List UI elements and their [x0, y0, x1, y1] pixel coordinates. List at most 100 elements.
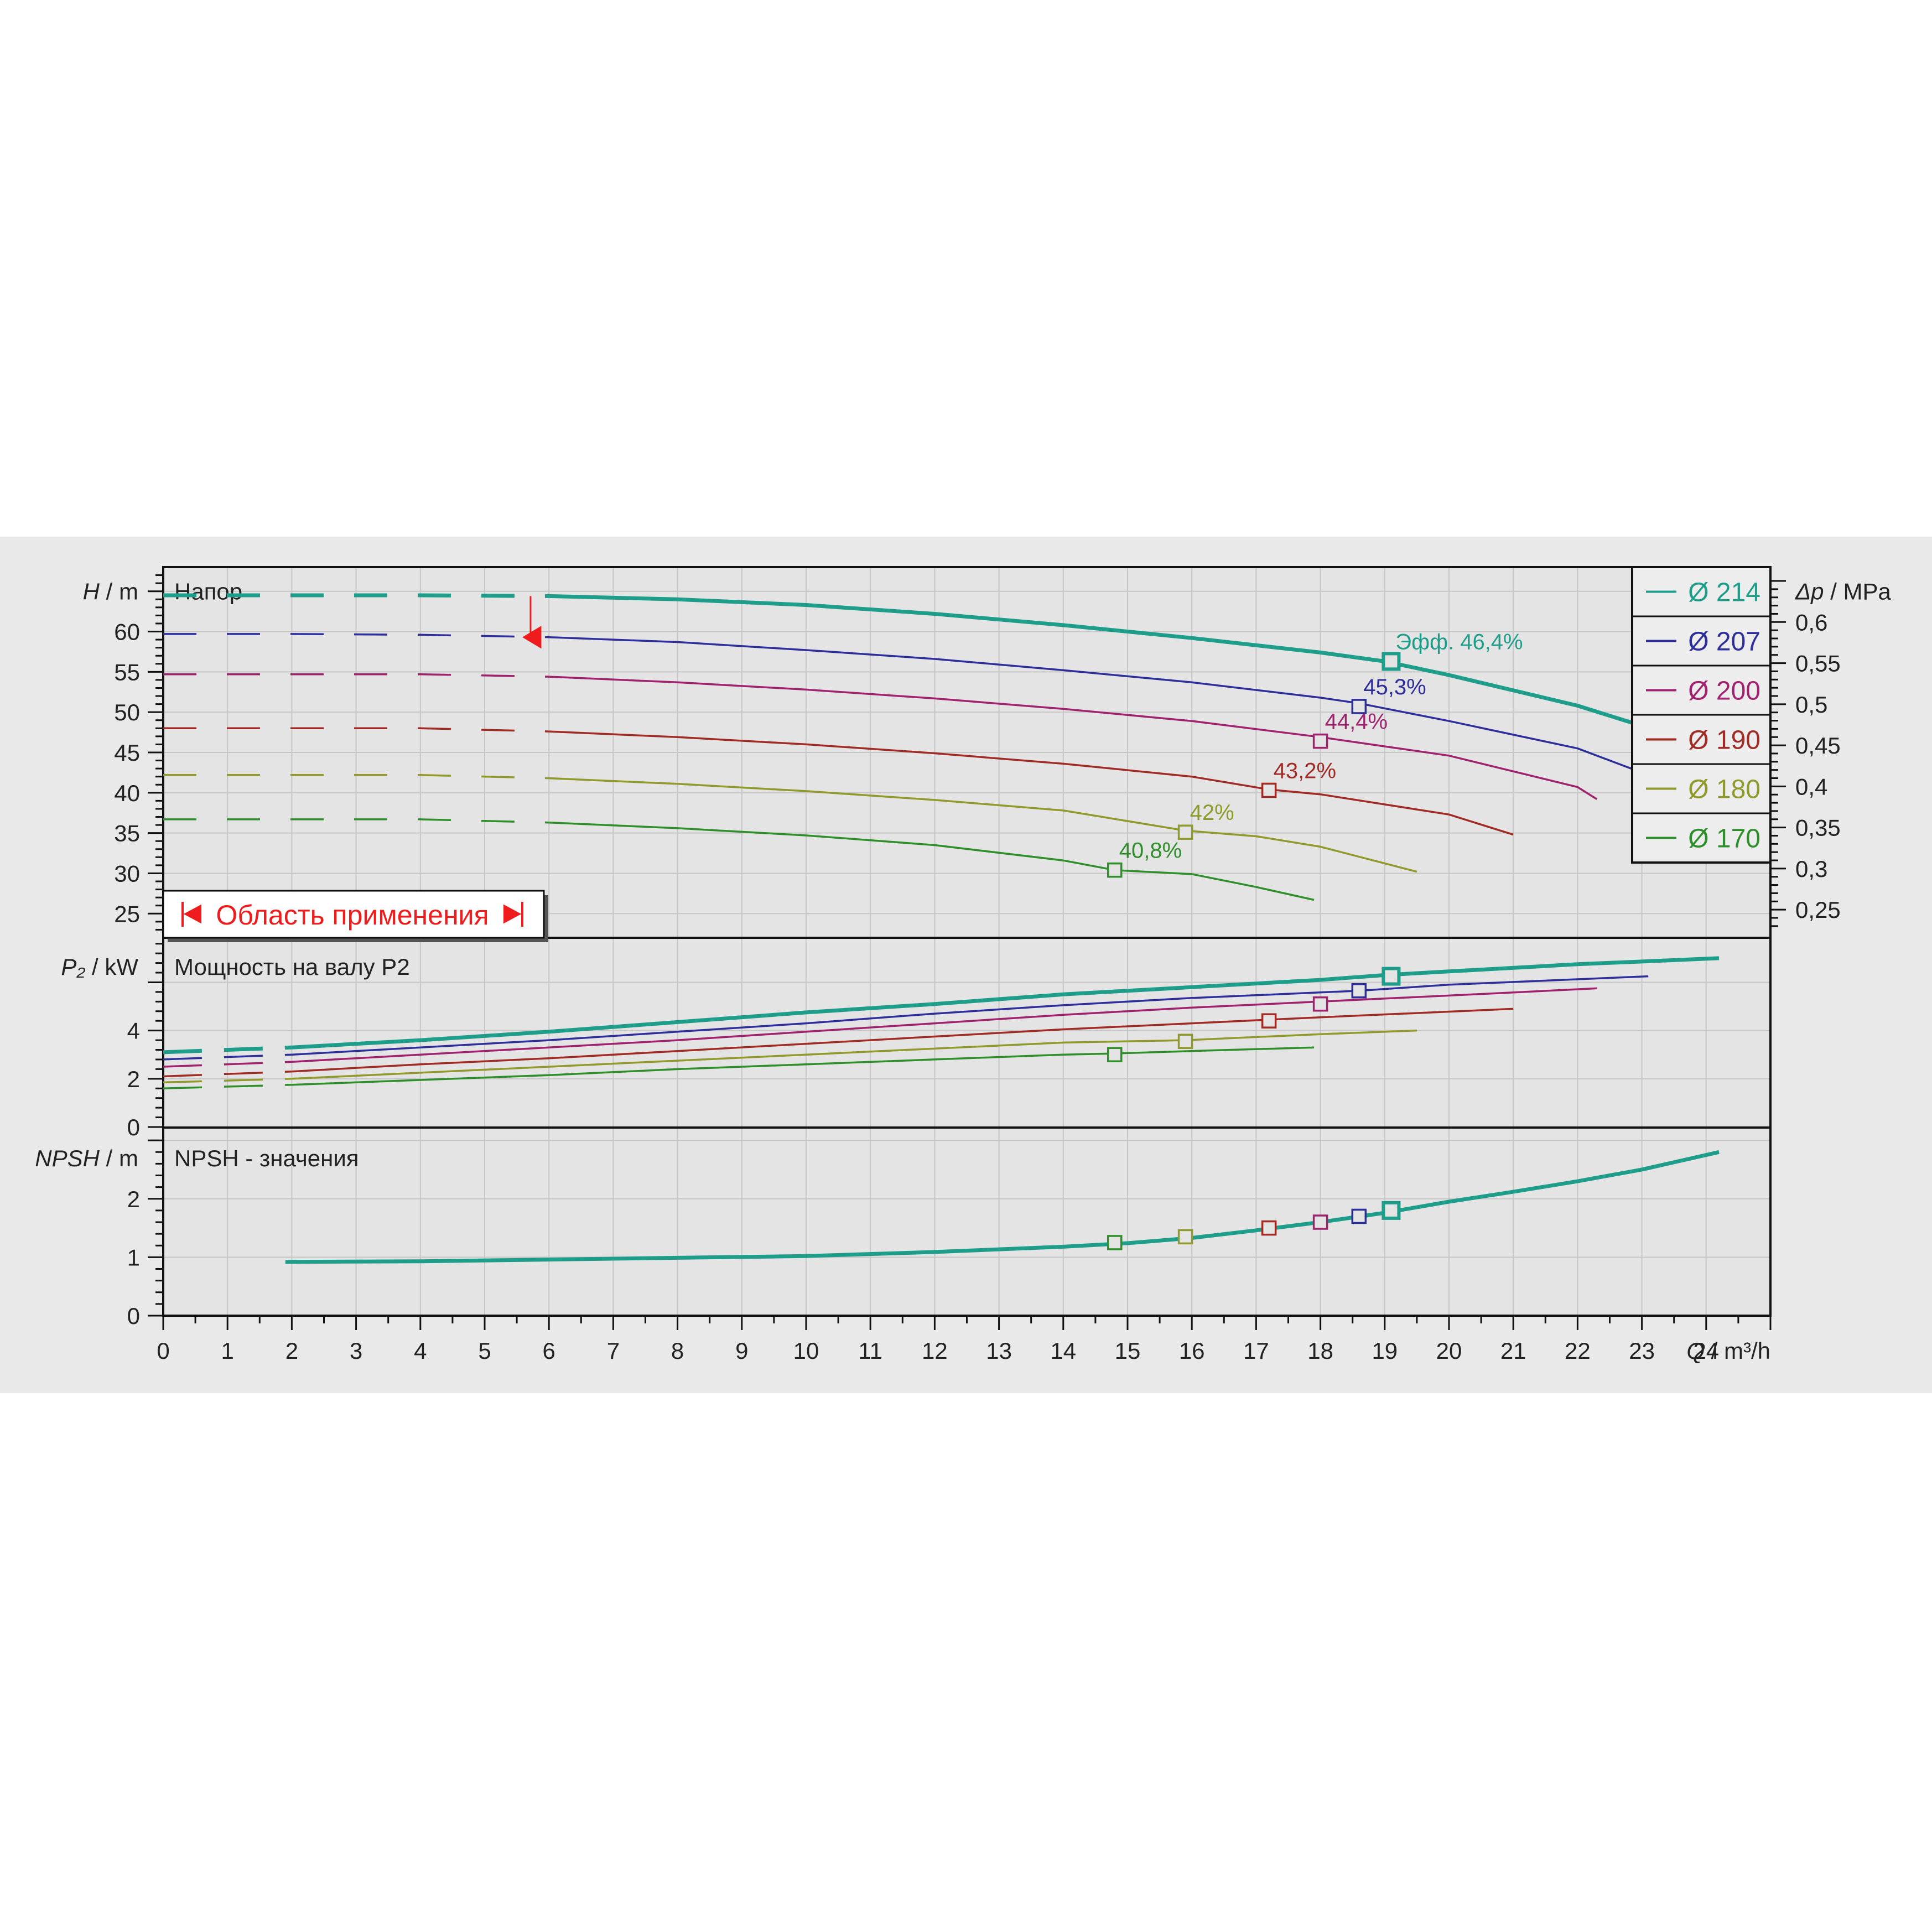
efficiency-label: 40,8%	[1119, 839, 1182, 863]
pressure-tick-label: 0,4	[1795, 773, 1827, 799]
power-curve	[292, 975, 1649, 1056]
head-panel-title: Напор	[174, 579, 242, 605]
pressure-tick-label: 0,35	[1795, 815, 1841, 841]
x-tick-label: 1	[221, 1338, 234, 1364]
efficiency-label: 44,4%	[1325, 710, 1388, 734]
head-curve-dashed	[163, 727, 549, 733]
x-axis-ticks	[162, 1316, 1772, 1330]
legend-label: Ø 180	[1688, 775, 1760, 804]
pressure-tick-label: 0,45	[1795, 733, 1841, 759]
x-tick-label: 22	[1565, 1338, 1591, 1364]
power-panel-title: Мощность на валу P2	[174, 954, 410, 980]
bep-marker-head	[1177, 824, 1193, 840]
head-curve	[549, 636, 1649, 776]
head-curve	[549, 821, 1315, 901]
pressure-tick-label: 0,6	[1795, 609, 1827, 635]
x-tick-label: 9	[735, 1338, 748, 1364]
bep-marker-power	[1351, 983, 1367, 999]
x-tick-label: 15	[1115, 1338, 1141, 1364]
power-curve-dashed	[163, 1083, 292, 1090]
range-arrow-left-icon	[183, 904, 201, 924]
head-tick-label: 25	[114, 901, 140, 927]
legend-label: Ø 200	[1688, 677, 1760, 706]
legend: Ø 214 Ø 207 Ø 200 Ø 190 Ø 180 Ø 170	[1631, 566, 1772, 864]
x-tick-label: 21	[1500, 1338, 1526, 1364]
bep-marker-head	[1261, 782, 1277, 798]
x-tick-label: 12	[922, 1338, 948, 1364]
x-tick-label: 18	[1307, 1338, 1333, 1364]
x-axis-title: Q / m³/h	[1686, 1338, 1770, 1364]
x-tick-label: 3	[350, 1338, 362, 1364]
x-tick-label: 0	[157, 1338, 169, 1364]
power-curve	[292, 987, 1597, 1063]
x-tick-label: 20	[1436, 1338, 1462, 1364]
bep-marker-npsh	[1177, 1229, 1193, 1245]
x-tick-label: 6	[543, 1338, 555, 1364]
bep-marker-power	[1261, 1013, 1277, 1029]
efficiency-label: 43,2%	[1274, 759, 1336, 783]
x-tick-label: 23	[1629, 1338, 1655, 1364]
npsh-tick-label: 1	[127, 1244, 140, 1270]
power-axis-title: P₂ / kW	[61, 954, 138, 980]
efficiency-label: Эфф. 46,4%	[1395, 630, 1523, 654]
pressure-tick-label: 0,3	[1795, 856, 1827, 882]
power-curve-dashed	[163, 1070, 292, 1078]
series-2	[163, 673, 1598, 1068]
pressure-tick-label: 0,55	[1795, 651, 1841, 677]
application-range-label: Область применения	[216, 900, 489, 931]
head-curve-dashed	[163, 818, 549, 824]
head-tick-label: 50	[114, 699, 140, 725]
range-min-arrow	[522, 626, 542, 649]
efficiency-label: 42%	[1190, 801, 1234, 825]
head-tick-label: 55	[114, 659, 140, 685]
legend-label: Ø 190	[1688, 726, 1760, 755]
bep-marker-npsh	[1312, 1214, 1328, 1230]
bep-markers: Эфф. 46,4% 45,3% 44,4% 43,2% 42% 40,8%	[1107, 630, 1523, 1250]
bep-marker-power	[1312, 996, 1328, 1012]
head-tick-label: 40	[114, 780, 140, 806]
power-tick-label: 4	[127, 1018, 140, 1044]
x-tick-label: 24	[1693, 1338, 1719, 1364]
bep-marker-head	[1351, 699, 1367, 714]
head-tick-label: 45	[114, 740, 140, 766]
legend-label: Ø 170	[1688, 824, 1760, 854]
npsh-axis-title: NPSH / m	[35, 1145, 138, 1171]
power-curve	[292, 1007, 1514, 1073]
bep-marker-power	[1382, 967, 1401, 986]
power-tick-label: 2	[127, 1066, 140, 1092]
bep-marker-power	[1177, 1033, 1193, 1050]
pressure-axis-title: Δp / MPa	[1795, 579, 1892, 605]
power-tick-label: 0	[127, 1114, 140, 1140]
bep-marker-npsh	[1107, 1235, 1123, 1250]
head-curve-dashed	[163, 673, 549, 678]
bep-marker-head	[1107, 862, 1123, 878]
x-tick-label: 19	[1372, 1338, 1398, 1364]
head-axis-title: H / m	[83, 579, 138, 605]
power-curve	[292, 1046, 1315, 1086]
series-5	[163, 818, 1315, 1090]
bep-marker-npsh	[1261, 1220, 1277, 1236]
head-curve	[549, 676, 1598, 800]
x-tick-label: 17	[1243, 1338, 1269, 1364]
head-tick-label: 60	[114, 619, 140, 645]
bep-marker-npsh	[1351, 1208, 1367, 1224]
power-curve-dashed	[163, 1053, 292, 1061]
power-curve-dashed	[163, 1061, 292, 1068]
power-curve-dashed	[163, 1045, 292, 1055]
npsh-tick-label: 2	[127, 1186, 140, 1212]
x-tick-label: 13	[986, 1338, 1012, 1364]
head-curve-dashed	[163, 774, 549, 780]
head-tick-label: 30	[114, 860, 140, 886]
head-curve	[549, 594, 1720, 750]
power-curve	[292, 1029, 1417, 1080]
x-tick-label: 8	[671, 1338, 684, 1364]
head-curve	[549, 777, 1417, 873]
pressure-tick-label: 0,5	[1795, 692, 1827, 718]
power-y-ticks	[148, 943, 163, 1128]
x-tick-label: 2	[285, 1338, 298, 1364]
bep-marker-head	[1312, 733, 1328, 749]
x-tick-label: 10	[793, 1338, 819, 1364]
head-curve	[549, 730, 1514, 836]
x-tick-label: 11	[858, 1338, 882, 1364]
